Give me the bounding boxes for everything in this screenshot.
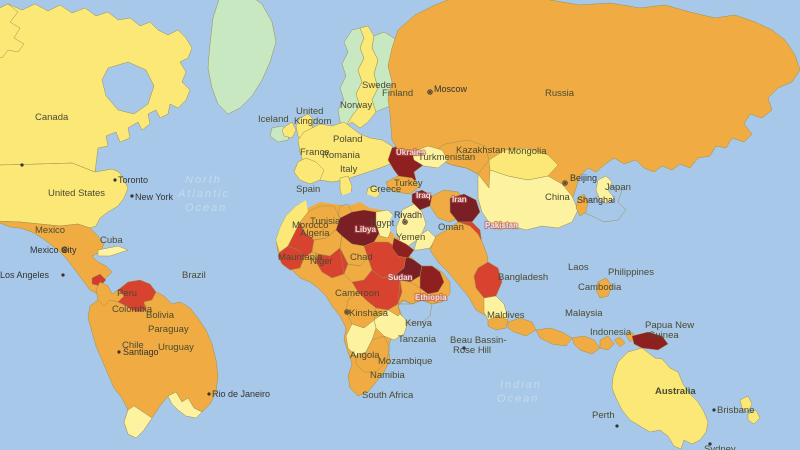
svg-text:Guinea: Guinea [648,330,679,341]
svg-text:Ethiopia: Ethiopia [415,293,447,302]
svg-text:Tunisia: Tunisia [310,216,341,227]
svg-text:Poland: Poland [333,134,363,145]
svg-text:Ocean: Ocean [185,202,227,214]
svg-text:Italy: Italy [340,164,358,175]
svg-text:New York: New York [135,192,174,202]
svg-text:Indonesia: Indonesia [590,327,632,338]
svg-text:Moscow: Moscow [434,84,468,94]
svg-text:Ocean: Ocean [497,393,539,405]
svg-text:Norway: Norway [340,100,372,111]
svg-text:Indian: Indian [500,379,542,391]
svg-text:Algeria: Algeria [300,228,330,239]
svg-text:Maldives: Maldives [487,310,525,321]
svg-text:Mexico: Mexico [35,225,65,236]
svg-text:Brisbane: Brisbane [717,405,755,416]
svg-text:Perth: Perth [592,410,615,421]
svg-text:Japan: Japan [605,182,631,193]
svg-text:Sudan: Sudan [388,273,413,282]
svg-text:Philippines: Philippines [608,267,654,278]
svg-text:Turkmenistan: Turkmenistan [418,152,475,163]
svg-text:South Africa: South Africa [362,390,414,401]
svg-text:Angola: Angola [350,350,380,361]
svg-text:Chad: Chad [350,252,373,263]
svg-text:Australia: Australia [655,386,696,397]
svg-text:Finland: Finland [382,88,413,99]
svg-text:Canada: Canada [35,112,69,123]
svg-text:Laos: Laos [568,262,589,273]
svg-text:Pakistan: Pakistan [485,221,518,230]
svg-text:Romania: Romania [322,150,361,161]
svg-text:China: China [545,192,571,203]
svg-text:Tanzania: Tanzania [398,334,437,345]
svg-text:Toronto: Toronto [118,175,148,185]
svg-text:Mozambique: Mozambique [378,356,432,367]
svg-text:Namibia: Namibia [370,370,406,381]
svg-text:Kinshasa: Kinshasa [349,308,389,319]
svg-text:North: North [185,174,222,186]
svg-text:Los Angeles: Los Angeles [0,270,50,280]
svg-text:Yemen: Yemen [396,232,425,243]
svg-text:Bangladesh: Bangladesh [498,272,548,283]
svg-text:Iceland: Iceland [258,114,289,125]
svg-text:Cuba: Cuba [100,235,123,246]
svg-text:Kenya: Kenya [405,318,433,329]
svg-text:Atlantic: Atlantic [177,188,230,200]
svg-text:Iraq: Iraq [416,191,431,200]
svg-text:Kingdom: Kingdom [294,116,332,127]
svg-text:Malaysia: Malaysia [565,308,603,319]
svg-text:Rio de Janeiro: Rio de Janeiro [212,389,270,399]
svg-text:Cambodia: Cambodia [578,282,622,293]
svg-text:Paraguay: Paraguay [148,324,189,335]
svg-text:Turkey: Turkey [394,178,423,189]
svg-text:Mexico City: Mexico City [30,245,77,255]
svg-text:Iran: Iran [452,195,467,204]
svg-text:Beijing: Beijing [570,173,597,183]
svg-text:Brazil: Brazil [182,270,206,281]
svg-text:Oman: Oman [438,222,464,233]
svg-text:Niger: Niger [310,256,333,267]
svg-text:Santiago: Santiago [123,347,159,357]
svg-text:Bolivia: Bolivia [146,310,175,321]
svg-text:Egypt: Egypt [370,218,395,229]
svg-text:Spain: Spain [296,184,320,195]
svg-text:Peru: Peru [117,288,137,299]
svg-text:Shanghai: Shanghai [577,195,615,205]
svg-text:Cameroon: Cameroon [335,288,379,299]
svg-text:Rose Hill: Rose Hill [453,345,491,356]
svg-text:Riyadh: Riyadh [394,210,422,220]
svg-text:Uruguay: Uruguay [158,342,194,353]
svg-text:Mongolia: Mongolia [508,146,547,157]
svg-text:Russia: Russia [545,88,575,99]
svg-text:United States: United States [48,188,105,199]
